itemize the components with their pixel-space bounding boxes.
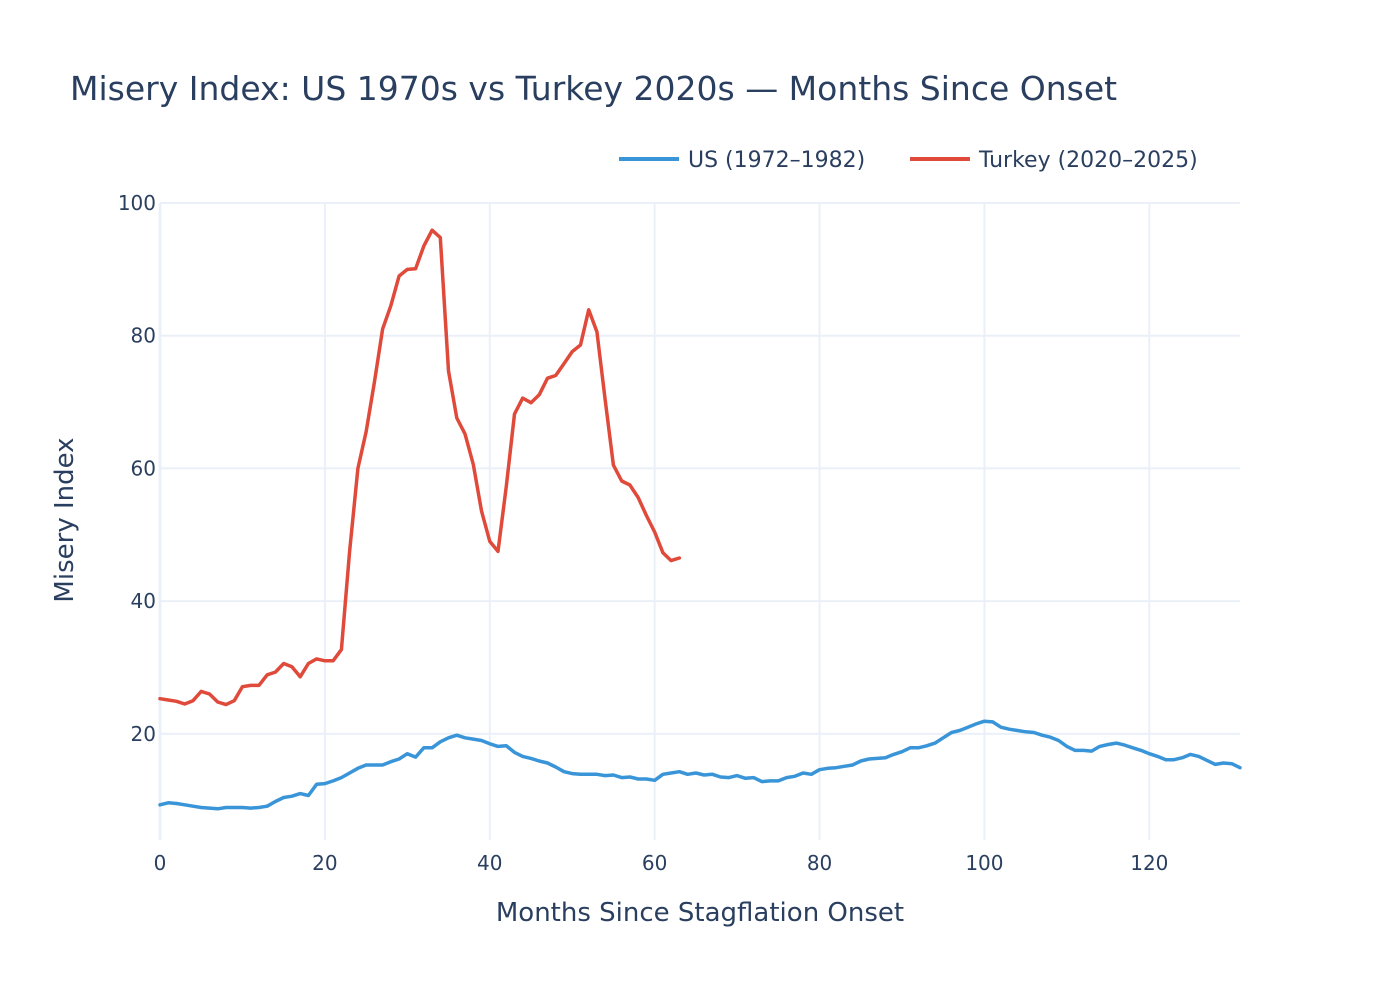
- chart-title: Misery Index: US 1970s vs Turkey 2020s —…: [70, 69, 1117, 108]
- series-line-turkey[interactable]: [158, 228, 682, 707]
- y-tick-label-80: 80: [131, 324, 156, 348]
- y-tick-label-20: 20: [131, 722, 156, 746]
- y-tick-label-40: 40: [131, 589, 156, 613]
- series-lines: [158, 228, 1242, 811]
- x-tick-label-40: 40: [477, 851, 502, 875]
- y-tick-label-60: 60: [131, 456, 156, 480]
- x-tick-label-20: 20: [312, 851, 337, 875]
- y-axis-title: Misery Index: [50, 437, 80, 602]
- x-tick-label-60: 60: [642, 851, 667, 875]
- grid: [158, 202, 1240, 840]
- x-tick-label-120: 120: [1130, 851, 1168, 875]
- series-line-us[interactable]: [158, 719, 1242, 811]
- tick-labels: 0 20 40 60 80 100 120 20 40 60 80 100: [118, 191, 1169, 875]
- legend-label-us: US (1972–1982): [688, 148, 865, 173]
- legend-label-turkey: Turkey (2020–2025): [978, 148, 1198, 173]
- x-tick-label-100: 100: [965, 851, 1003, 875]
- legend[interactable]: US (1972–1982) Turkey (2020–2025): [619, 148, 1198, 173]
- y-tick-label-100: 100: [118, 191, 156, 215]
- x-axis-title: Months Since Stagflation Onset: [496, 898, 904, 928]
- x-tick-label-80: 80: [807, 851, 832, 875]
- legend-item-turkey[interactable]: Turkey (2020–2025): [910, 148, 1198, 173]
- x-tick-label-0: 0: [154, 851, 167, 875]
- legend-item-us[interactable]: US (1972–1982): [619, 148, 865, 173]
